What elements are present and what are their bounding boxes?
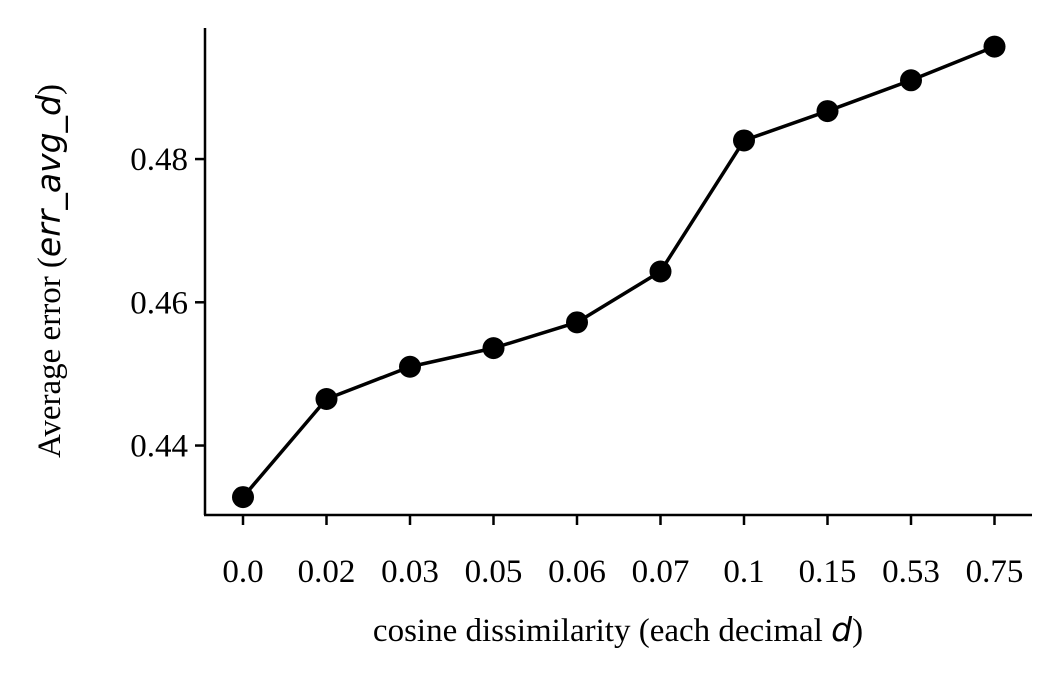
y-axis-label: Average error (err_avg_d) (29, 84, 68, 458)
series-markers (232, 35, 1006, 509)
data-point-marker (232, 486, 254, 509)
y-ticks: 0.44 0.46 0.48 (130, 142, 205, 465)
x-tick-label: 0.15 (799, 554, 857, 590)
y-tick-label: 0.46 (130, 285, 188, 321)
x-tick-label: 0.0 (222, 554, 263, 590)
data-point-marker (816, 100, 839, 123)
x-tick-label: 0.1 (723, 554, 764, 590)
data-point-marker (482, 337, 505, 360)
x-tick-label: 0.05 (465, 554, 523, 590)
data-point-marker (399, 355, 421, 378)
series-line (241, 44, 996, 499)
x-axis-label-math: d (831, 610, 853, 649)
data-point-marker (566, 311, 588, 334)
x-tick-label: 0.75 (966, 554, 1024, 590)
x-tick-label: 0.03 (381, 554, 439, 590)
data-point-marker (649, 260, 672, 283)
x-axis-label: cosine dissimilarity (each decimal d) (373, 610, 863, 649)
x-tick-label: 0.53 (882, 554, 940, 590)
x-tick-label: 0.02 (298, 554, 356, 590)
data-point-marker (900, 69, 922, 92)
y-axis-label-math: err_avg_d (29, 94, 68, 257)
x-tick-label: 0.07 (632, 554, 690, 590)
data-point-marker (983, 35, 1006, 58)
data-point-marker (733, 129, 755, 152)
data-point-marker (315, 387, 338, 410)
y-tick-label: 0.48 (130, 142, 188, 178)
y-tick-label: 0.44 (130, 429, 188, 465)
x-tick-label: 0.06 (548, 554, 606, 590)
x-ticks: 0.0 0.02 0.03 0.05 0.06 0.07 0.1 0.15 0.53 0.75 (222, 515, 1023, 590)
